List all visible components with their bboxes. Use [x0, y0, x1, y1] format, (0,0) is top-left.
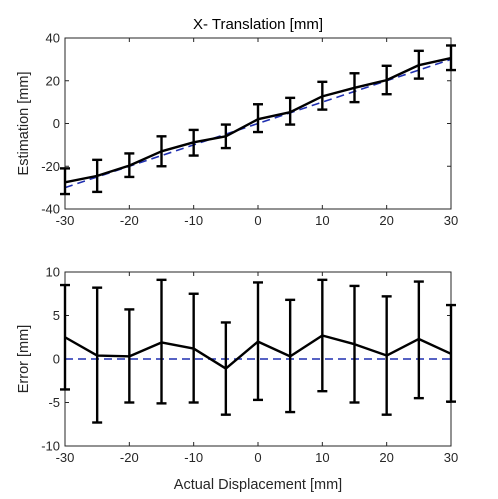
error-y-tick-label: 10 — [46, 265, 60, 280]
error-axis-ticks: -30 -20 -10 0 10 20 30 -10 -5 0 5 10 — [41, 265, 458, 466]
estimation-y-tick-label: -20 — [41, 159, 60, 174]
estimation-x-tick-label: 20 — [379, 213, 393, 228]
estimation-y-tick-label: 0 — [53, 116, 60, 131]
error-y-tick-label: 0 — [53, 352, 60, 367]
error-y-tick-label: -5 — [48, 395, 60, 410]
estimation-x-tick-label: 30 — [444, 213, 458, 228]
estimation-x-tick-label: 10 — [315, 213, 329, 228]
estimation-error-bar — [446, 44, 456, 72]
error-x-tick-label: -20 — [120, 450, 139, 465]
estimation-plot-title: X- Translation [mm] — [193, 16, 323, 33]
estimation-y-tick-label: 40 — [46, 31, 60, 46]
estimation-x-tick-label: -30 — [56, 213, 75, 228]
estimation-x-tick-label: -10 — [184, 213, 203, 228]
error-x-tick-label: -10 — [184, 450, 203, 465]
error-x-tick-label: 20 — [379, 450, 393, 465]
estimation-x-tick-label: 0 — [254, 213, 261, 228]
estimation-data-marks — [60, 44, 456, 196]
estimation-y-tick-label: -40 — [41, 202, 60, 217]
error-plot: Error [mm] Actual Displacement [mm] -30-… — [16, 265, 458, 494]
estimation-x-tick-label: -20 — [120, 213, 139, 228]
error-x-tick-label: 0 — [254, 450, 261, 465]
estimation-plot: X- Translation [mm] Estimation [mm] -30-… — [16, 16, 458, 228]
error-y-tick-label: 5 — [53, 308, 60, 323]
error-x-tick-label: 30 — [444, 450, 458, 465]
error-x-tick-label: 10 — [315, 450, 329, 465]
error-x-tick-label: -30 — [56, 450, 75, 465]
error-data-marks — [60, 278, 456, 424]
estimation-axis-ticks: -30 -20 -10 0 10 20 30 -40 -20 0 20 40 — [41, 31, 458, 229]
error-y-tick-label: -10 — [41, 439, 60, 454]
estimation-y-tick-label: 20 — [46, 73, 60, 88]
estimation-y-axis-label: Estimation [mm] — [16, 72, 32, 176]
error-x-axis-label: Actual Displacement [mm] — [174, 477, 342, 493]
error-y-axis-label: Error [mm] — [16, 325, 32, 393]
